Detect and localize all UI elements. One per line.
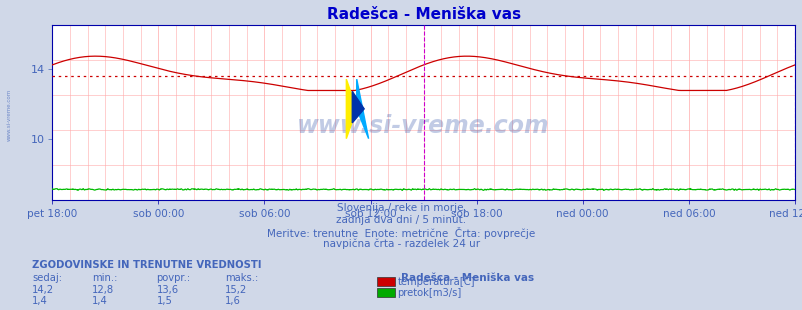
Text: 13,6: 13,6 xyxy=(156,285,179,294)
Text: pretok[m3/s]: pretok[m3/s] xyxy=(397,288,461,298)
Text: 15,2: 15,2 xyxy=(225,285,247,294)
Text: 12,8: 12,8 xyxy=(92,285,115,294)
Text: 1,6: 1,6 xyxy=(225,296,241,306)
Text: www.si-vreme.com: www.si-vreme.com xyxy=(297,114,549,138)
Text: Radešca - Meniška vas: Radešca - Meniška vas xyxy=(401,273,534,283)
Text: navpična črta - razdelek 24 ur: navpična črta - razdelek 24 ur xyxy=(322,239,480,249)
Text: 1,4: 1,4 xyxy=(92,296,108,306)
Text: 1,5: 1,5 xyxy=(156,296,172,306)
Text: 14,2: 14,2 xyxy=(32,285,55,294)
Text: maks.:: maks.: xyxy=(225,273,257,283)
Title: Radešca - Meniška vas: Radešca - Meniška vas xyxy=(326,7,520,22)
Text: ZGODOVINSKE IN TRENUTNE VREDNOSTI: ZGODOVINSKE IN TRENUTNE VREDNOSTI xyxy=(32,260,261,270)
Text: Meritve: trenutne  Enote: metrične  Črta: povprečje: Meritve: trenutne Enote: metrične Črta: … xyxy=(267,227,535,239)
Polygon shape xyxy=(356,79,368,139)
Text: 1,4: 1,4 xyxy=(32,296,48,306)
Text: povpr.:: povpr.: xyxy=(156,273,190,283)
Polygon shape xyxy=(352,91,363,123)
Text: Slovenija / reke in morje.: Slovenija / reke in morje. xyxy=(336,203,466,213)
Text: min.:: min.: xyxy=(92,273,118,283)
Text: sedaj:: sedaj: xyxy=(32,273,62,283)
Polygon shape xyxy=(346,79,356,139)
Text: zadnja dva dni / 5 minut.: zadnja dva dni / 5 minut. xyxy=(336,215,466,225)
Text: www.si-vreme.com: www.si-vreme.com xyxy=(7,89,12,141)
Text: temperatura[C]: temperatura[C] xyxy=(397,277,475,287)
